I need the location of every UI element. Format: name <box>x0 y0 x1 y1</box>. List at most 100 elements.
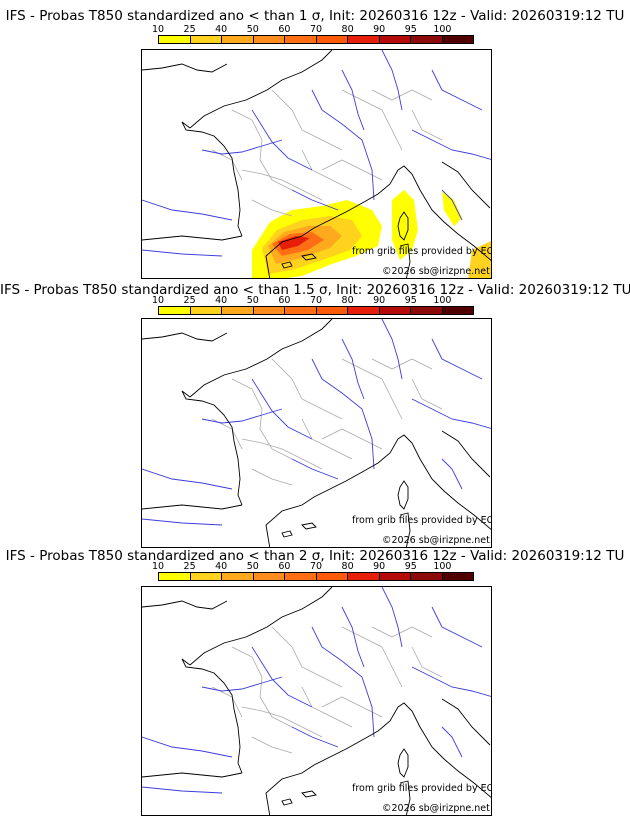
panel-title: IFS - Probas T850 standardized ano < tha… <box>5 548 625 564</box>
panel-2: IFS - Probas T850 standardized ano < tha… <box>0 268 630 548</box>
colorbar-tick-label: 10 <box>151 295 165 306</box>
admin-border <box>231 378 293 460</box>
river <box>311 358 375 470</box>
admin-border <box>271 358 343 420</box>
colorbar-tick-label: 10 <box>151 561 165 572</box>
colorbar-segment <box>253 573 285 580</box>
coastline <box>181 658 243 774</box>
colorbar-tick-label: 50 <box>246 24 259 35</box>
admin-border <box>211 149 243 181</box>
colorbar-tick-label: 100 <box>433 561 452 572</box>
admin-border <box>231 109 293 191</box>
colorbar-segment <box>442 573 473 580</box>
coastline <box>397 480 409 510</box>
coastline <box>397 702 491 798</box>
copyright-text: ©2026 sb@irizpne.net <box>382 803 490 814</box>
admin-border <box>241 438 323 470</box>
colorbar-segment <box>348 36 380 43</box>
panel-title: IFS - Probas T850 standardized ano < tha… <box>5 8 625 24</box>
panel-title: IFS - Probas T850 standardized ano < tha… <box>0 282 630 298</box>
coastline <box>181 390 243 506</box>
probability-area <box>442 190 462 226</box>
coastline <box>301 790 317 798</box>
colorbar-segment <box>316 573 348 580</box>
colorbar-tick-label: 90 <box>373 24 386 35</box>
admin-border <box>231 646 293 728</box>
admin-border <box>301 149 353 191</box>
map-europe <box>142 587 491 815</box>
colorbar-tick-label: 100 <box>433 24 452 35</box>
admin-border <box>321 428 383 450</box>
river <box>291 726 339 748</box>
admin-border <box>301 418 353 460</box>
coastline <box>142 235 243 241</box>
coastline <box>301 522 317 530</box>
coastline <box>189 50 333 129</box>
river <box>441 726 463 758</box>
admin-border <box>341 89 403 151</box>
source-credit: from grib files provided by ECMWF <box>352 246 492 257</box>
colorbar <box>158 572 474 581</box>
coastline <box>397 434 491 530</box>
colorbar-tick-label: 80 <box>341 295 354 306</box>
coastline <box>265 706 399 815</box>
colorbar-segment <box>379 307 411 314</box>
map-frame: from grib files provided by ECMWF ©2026 … <box>141 586 492 816</box>
admin-border <box>411 378 443 410</box>
colorbar-tick-label: 80 <box>341 561 354 572</box>
colorbar-tick-label: 95 <box>404 24 417 35</box>
colorbar-tick-label: 100 <box>433 295 452 306</box>
colorbar-segment <box>159 307 191 314</box>
colorbar-tick-label: 70 <box>309 24 323 35</box>
river <box>142 736 233 758</box>
source-credit: from grib files provided by ECMWF <box>352 515 492 526</box>
admin-border <box>211 418 243 450</box>
coastline <box>265 169 399 278</box>
river <box>411 129 491 160</box>
admin-border <box>371 358 433 370</box>
colorbar-tick-label: 50 <box>246 561 259 572</box>
colorbar-segment <box>222 307 254 314</box>
admin-border <box>241 706 323 738</box>
river <box>251 109 313 171</box>
river <box>341 338 365 400</box>
copyright-text: ©2026 sb@irizpne.net <box>382 266 490 277</box>
river <box>431 338 483 380</box>
river <box>381 319 403 380</box>
admin-border <box>321 696 383 718</box>
probability-area <box>392 190 418 260</box>
coastline <box>301 253 317 261</box>
colorbar-labels: 10 25 40 50 60 70 80 90 95 100 <box>0 562 630 572</box>
colorbar-tick-label: 40 <box>215 295 228 306</box>
colorbar-tick-label: 90 <box>373 561 386 572</box>
river <box>411 398 491 429</box>
colorbar-labels: 10 25 40 50 60 70 80 90 95 100 <box>0 296 630 306</box>
colorbar-tick-label: 70 <box>309 295 323 306</box>
coastline <box>189 587 333 666</box>
colorbar-segment <box>253 307 285 314</box>
colorbar-tick-label: 25 <box>183 295 196 306</box>
admin-border <box>301 686 353 728</box>
colorbar-segment <box>348 573 380 580</box>
colorbar-segment <box>316 307 348 314</box>
colorbar-segment <box>285 307 317 314</box>
river <box>441 458 463 490</box>
river <box>411 666 491 697</box>
river <box>201 408 283 424</box>
colorbar-segment <box>222 573 254 580</box>
source-credit: from grib files provided by ECMWF <box>352 783 492 794</box>
colorbar-tick-label: 25 <box>183 561 196 572</box>
probability-area <box>468 240 491 278</box>
coastline <box>281 798 293 806</box>
admin-border <box>251 736 293 754</box>
river <box>381 50 403 111</box>
panel-1: IFS - Probas T850 standardized ano < tha… <box>0 0 630 279</box>
colorbar-segment <box>159 36 191 43</box>
admin-border <box>271 626 343 688</box>
river <box>142 249 223 257</box>
river <box>142 468 233 490</box>
colorbar-segment <box>159 573 191 580</box>
coastline <box>142 600 228 610</box>
colorbar-segment <box>190 307 222 314</box>
colorbar-tick-label: 10 <box>151 24 165 35</box>
